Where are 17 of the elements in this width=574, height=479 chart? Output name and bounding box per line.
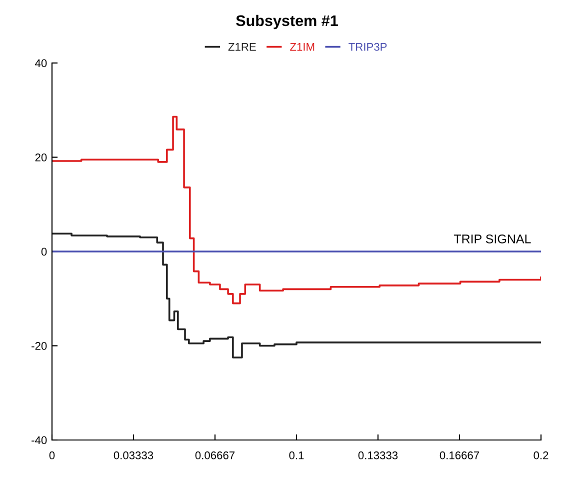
x-tick-label: 0 <box>49 451 55 460</box>
x-tick-label: 0.16667 <box>440 451 480 460</box>
legend-label: Z1RE <box>228 43 256 51</box>
x-tick-label: 0.1 <box>289 451 304 460</box>
y-tick-label: 40 <box>35 59 47 68</box>
legend-label: TRIP3P <box>348 42 387 51</box>
legend-label: Z1IM <box>290 43 314 51</box>
y-tick-label: 20 <box>35 154 47 162</box>
chart-title: Subsystem #1 <box>236 14 338 30</box>
annotation: TRIP SIGNAL <box>454 234 531 244</box>
x-tick-label: 0.03333 <box>114 451 154 460</box>
y-tick-label: -40 <box>32 436 47 444</box>
x-tick-label: 0.2 <box>534 451 548 460</box>
y-tick-label: -20 <box>32 342 47 350</box>
x-tick-label: 0.13333 <box>358 451 398 460</box>
y-tick-label: 0 <box>41 248 47 256</box>
x-tick-label: 0.06667 <box>195 451 235 460</box>
